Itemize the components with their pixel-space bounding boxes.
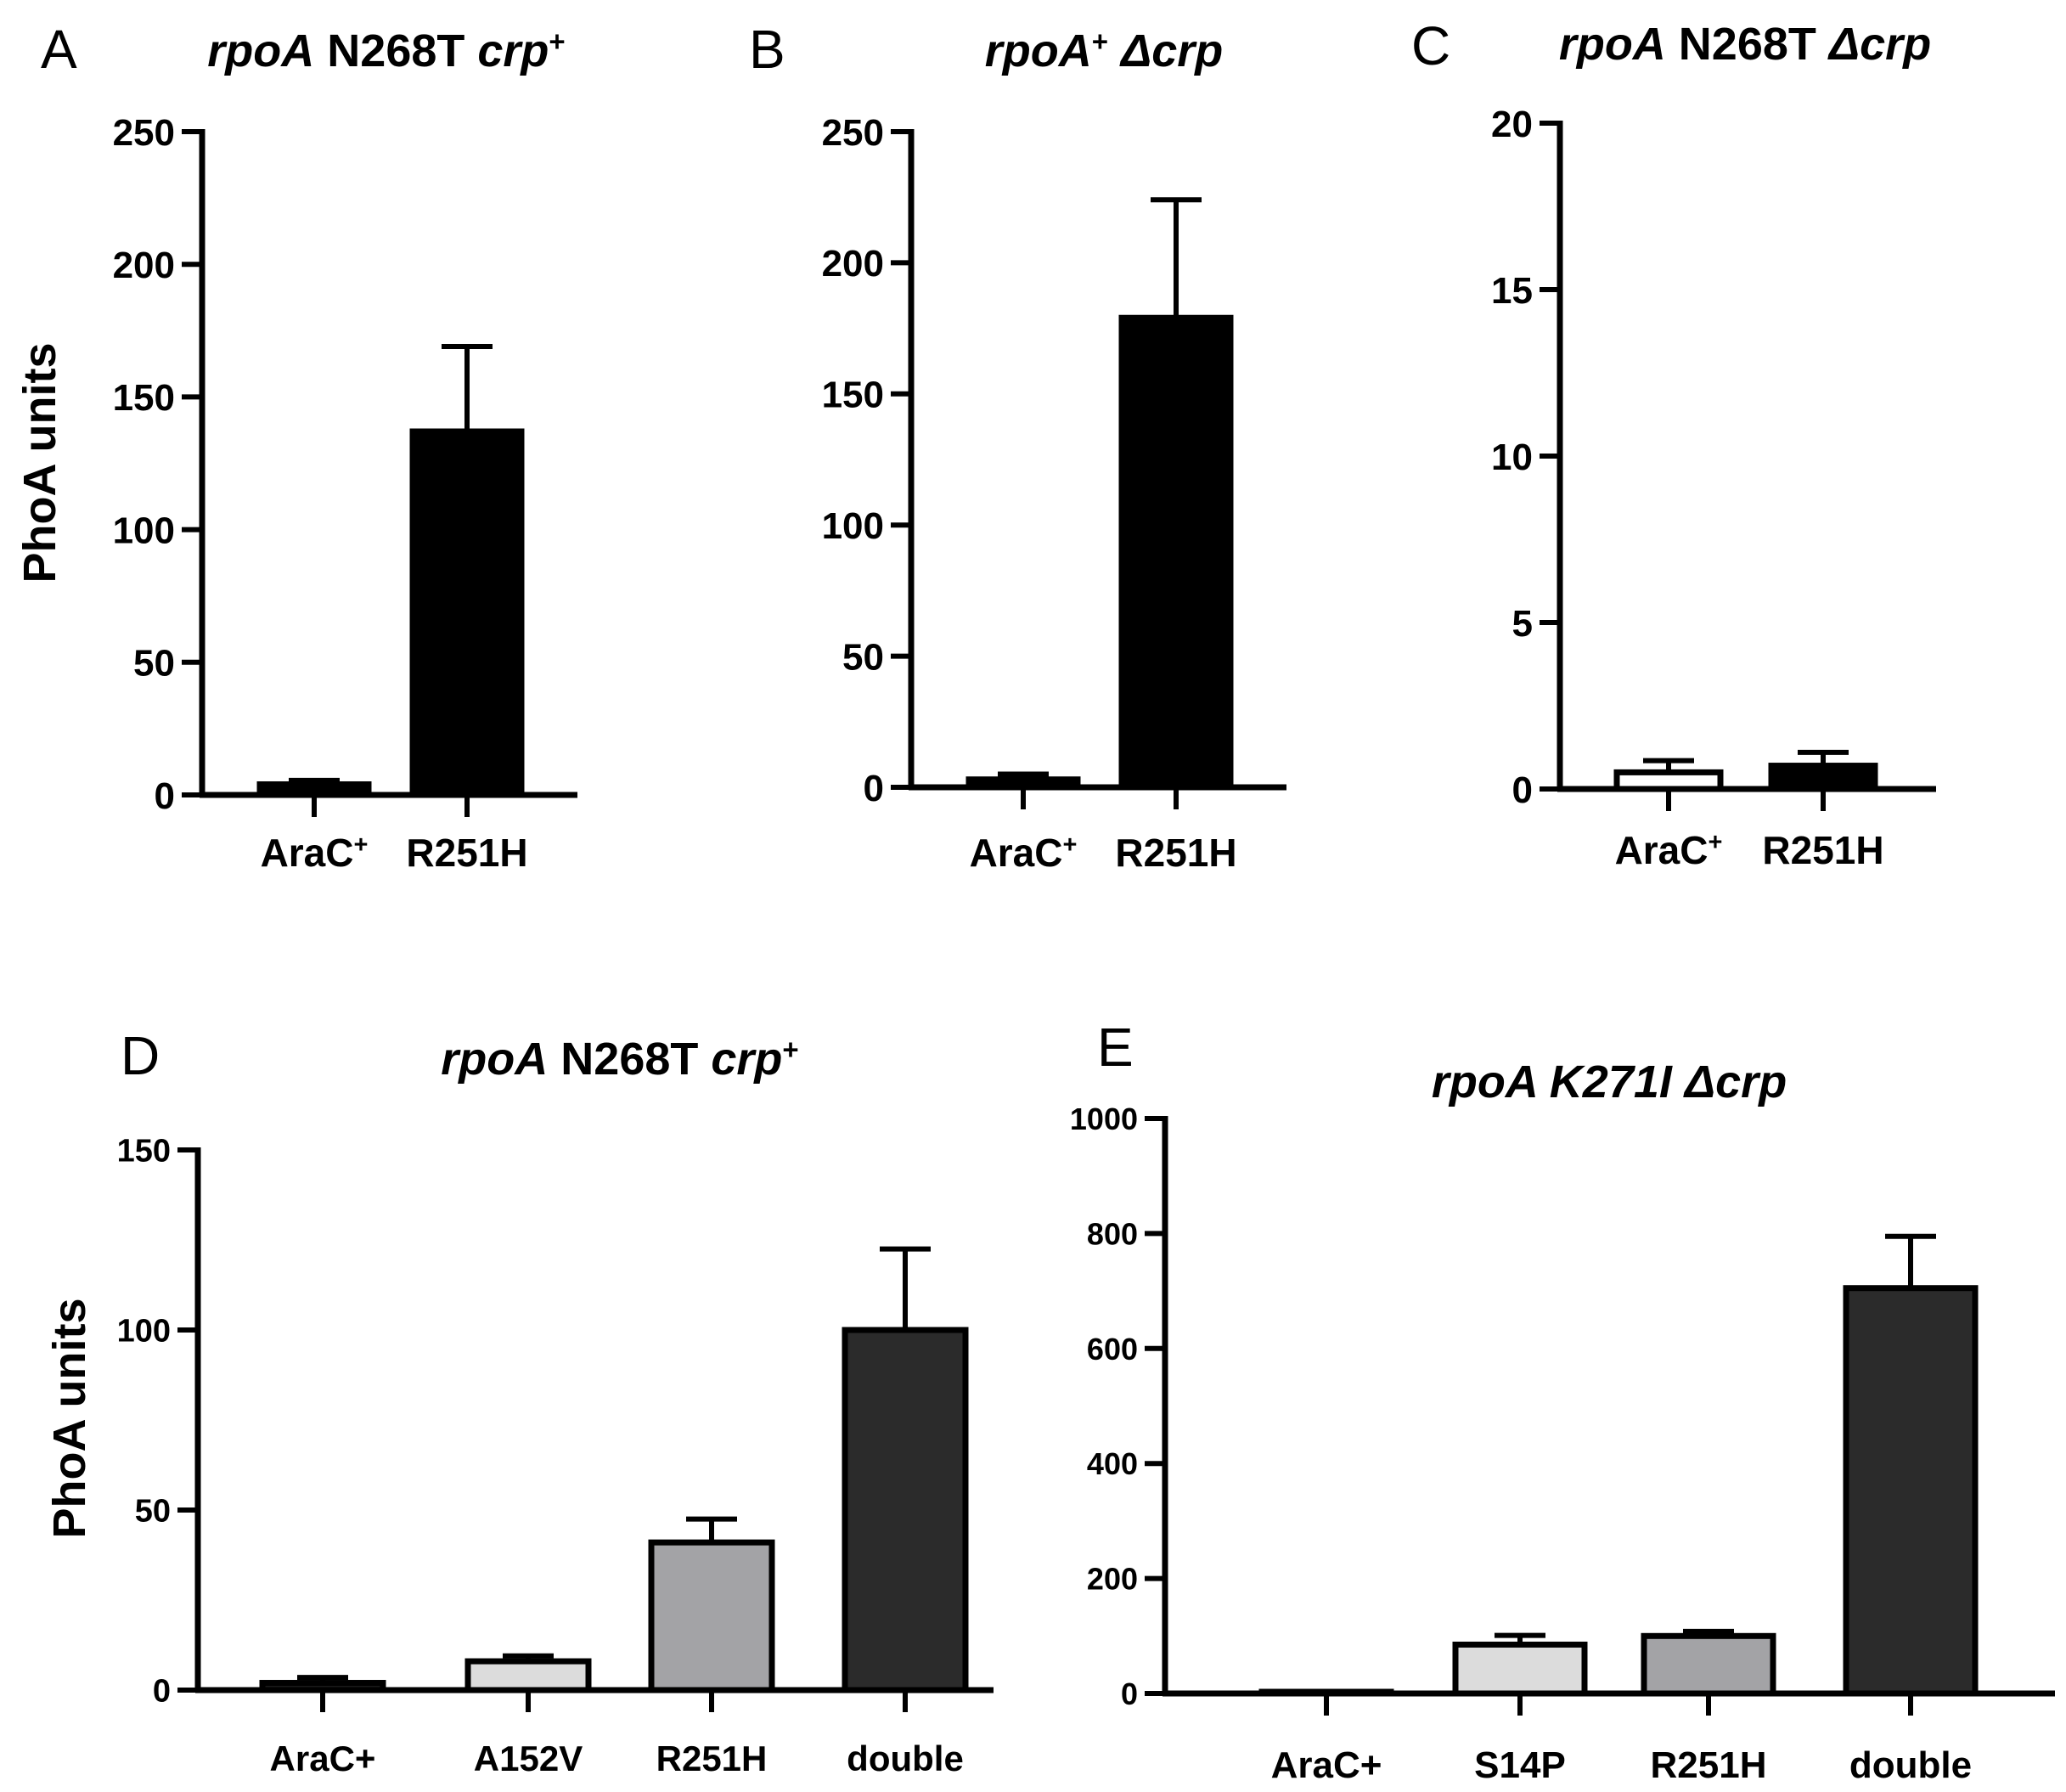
x-tick-label: AraC+: [970, 831, 1078, 875]
chart-title: rpoA N268T crp+: [207, 25, 565, 77]
x-tick-label: R251H: [1651, 1744, 1767, 1786]
x-tick-label: AraC+: [1615, 828, 1723, 872]
panel-letter: C: [1411, 15, 1450, 76]
panel-letter: E: [1097, 1017, 1134, 1078]
y-tick-label: 800: [1087, 1216, 1138, 1251]
x-tick-label: AraC+: [1271, 1744, 1382, 1786]
y-axis-label: PhoA units: [44, 1299, 95, 1539]
bar: [1768, 763, 1878, 792]
y-tick-label: 0: [155, 775, 175, 817]
x-tick-label: AraC+: [270, 1738, 376, 1778]
y-tick-label: 0: [864, 768, 884, 809]
y-tick-label: 1000: [1070, 1102, 1138, 1136]
chart-title: rpoA N268T crp+: [441, 1034, 798, 1085]
x-tick-label: double: [847, 1738, 964, 1778]
y-tick-label: 5: [1512, 603, 1533, 645]
x-tick-label: R251H: [656, 1738, 768, 1778]
y-tick-label: 150: [822, 375, 884, 416]
y-tick-label: 200: [1087, 1562, 1138, 1597]
y-tick-label: 0: [1512, 769, 1533, 811]
panel-letter: A: [41, 19, 77, 80]
x-tick-label: R251H: [1115, 831, 1236, 875]
y-tick-label: 0: [1121, 1676, 1138, 1711]
bar: [409, 428, 525, 798]
y-tick-label: 600: [1087, 1332, 1138, 1367]
chart-title: rpoA K271I Δcrp: [1432, 1057, 1787, 1107]
y-tick-label: 20: [1491, 104, 1533, 145]
bar: [464, 1658, 592, 1693]
y-tick-label: 50: [133, 643, 175, 685]
y-tick-label: 250: [113, 112, 175, 154]
chart-title: rpoA+ Δcrp: [985, 25, 1224, 77]
bar: [842, 1327, 969, 1693]
y-tick-label: 0: [153, 1674, 171, 1710]
bar: [1843, 1285, 1979, 1697]
y-tick-label: 100: [822, 505, 884, 547]
bar: [648, 1539, 775, 1693]
y-tick-label: 100: [117, 1314, 171, 1350]
y-tick-label: 10: [1491, 437, 1533, 478]
y-tick-label: 50: [135, 1494, 171, 1530]
y-tick-label: 100: [113, 510, 175, 551]
y-tick-label: 150: [113, 377, 175, 419]
y-axis-label: PhoA units: [14, 343, 65, 583]
y-tick-label: 50: [842, 636, 884, 678]
x-tick-label: double: [1849, 1744, 1972, 1786]
x-tick-label: S14P: [1474, 1744, 1566, 1786]
y-tick-label: 400: [1087, 1446, 1138, 1481]
y-tick-label: 150: [117, 1134, 171, 1169]
bar: [1641, 1632, 1776, 1697]
panel-letter: B: [749, 19, 785, 80]
bar: [1452, 1641, 1588, 1697]
x-tick-label: R251H: [1762, 828, 1883, 872]
panel-letter: D: [121, 1025, 160, 1086]
y-tick-label: 200: [822, 243, 884, 285]
x-tick-label: R251H: [406, 831, 527, 875]
x-tick-label: A152V: [474, 1738, 583, 1778]
chart-title: rpoA N268T Δcrp: [1559, 19, 1931, 70]
x-tick-label: AraC+: [261, 831, 369, 875]
y-tick-label: 250: [822, 112, 884, 154]
y-tick-label: 200: [113, 245, 175, 286]
bar: [1118, 314, 1234, 791]
y-tick-label: 15: [1491, 270, 1533, 312]
